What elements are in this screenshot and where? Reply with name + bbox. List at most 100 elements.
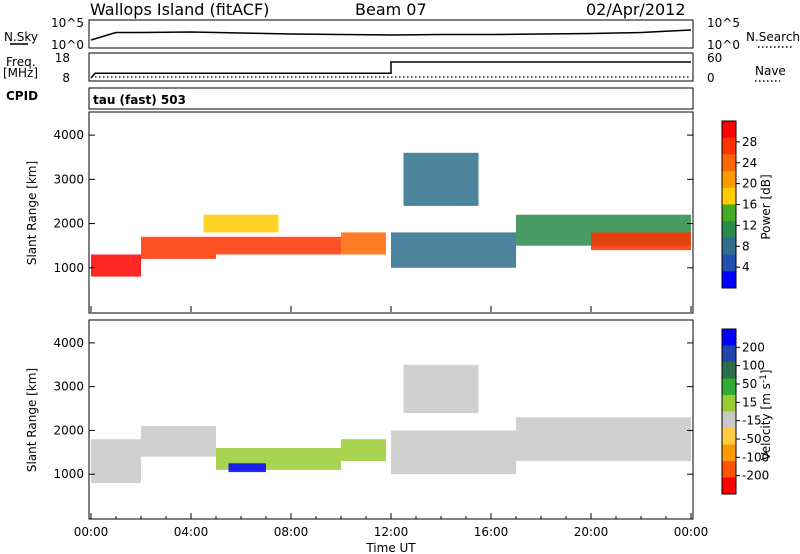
power-ytick-label-3000: 3000: [53, 172, 84, 186]
power-colorbar-swatch-6: [722, 221, 736, 239]
freq-panel-frame: [88, 52, 694, 82]
power-ytick-label-2000: 2000: [53, 217, 84, 231]
velocity-colorbar-swatch-7: [722, 444, 736, 462]
velocity-ytick-label-3000: 3000: [53, 380, 84, 394]
velocity-colorbar-swatch-5: [722, 411, 736, 429]
station-title: Wallops Island (fitACF): [90, 0, 269, 19]
noise-right-tick-bottom: 10^0: [707, 38, 740, 52]
power-colorbar-tick-label-6: 28: [742, 135, 757, 149]
cpid-panel-frame: [88, 87, 694, 110]
x-tick-label-1: 04:00: [174, 525, 209, 539]
velocity-colorbar-tick-label-7: 200: [742, 340, 765, 354]
power-colorbar-swatch-3: [722, 171, 736, 189]
velocity-colorbar-swatch-1: [722, 345, 736, 363]
freq-left-tick-top: 18: [55, 51, 70, 65]
freq-right-tick-top: 60: [707, 51, 722, 65]
power-ytick-label-1000: 1000: [53, 261, 84, 275]
velocity-colorbar-swatch-4: [722, 395, 736, 412]
velocity-colorbar-label: Velocity [m s-1]: [759, 370, 773, 461]
velocity-colorbar-tick-label-3: -15: [742, 414, 762, 428]
x-tick-label-4: 16:00: [474, 525, 509, 539]
power-region-6: [403, 152, 479, 206]
cpid-value: tau (fast) 503: [93, 93, 186, 107]
x-tick-label-5: 20:00: [574, 525, 609, 539]
noise-right-tick-top: 10^5: [707, 16, 740, 30]
velocity-colorbar-tick-label-5: 50: [742, 377, 757, 391]
velocity-colorbar-tick-label-2: -50: [742, 432, 762, 446]
velocity-region-4: [341, 439, 386, 462]
velocity-colorbar-tick-label-4: 15: [742, 395, 757, 409]
power-region-0: [91, 254, 141, 277]
power-colorbar-tick-label-1: 8: [742, 239, 750, 253]
noise-right-label: N.Search: [746, 30, 800, 44]
freq-right-label: Nave: [755, 64, 786, 78]
power-colorbar-tick-label-4: 20: [742, 177, 757, 191]
power-colorbar-swatch-5: [722, 204, 736, 222]
power-panel-frame: [88, 111, 694, 314]
power-region-8: [591, 232, 691, 251]
power-region-1: [141, 236, 216, 259]
x-axis-label: Time UT: [365, 541, 416, 554]
velocity-ytick-label-1000: 1000: [53, 467, 84, 481]
date-title: 02/Apr/2012: [586, 0, 686, 19]
velocity-region-5: [391, 430, 516, 475]
velocity-colorbar-swatch-3: [722, 378, 736, 396]
power-colorbar-label: Power [dB]: [759, 174, 773, 239]
power-y-axis: 1000 2000 3000 4000: [53, 128, 693, 275]
power-colorbar-swatch-8: [722, 254, 736, 272]
velocity-colorbar-swatch-8: [722, 461, 736, 478]
x-tick-label-6: 00:00: [674, 525, 709, 539]
power-colorbar-swatch-9: [722, 271, 736, 289]
power-region-2: [216, 236, 341, 255]
velocity-colorbar-swatch-6: [722, 428, 736, 445]
power-region-5: [391, 232, 516, 268]
power-colorbar-swatch-0: [722, 121, 736, 139]
power-colorbar: 4 8 12 16 20 24 28: [721, 120, 757, 289]
power-colorbar-tick-label-2: 12: [742, 218, 757, 232]
velocity-region-7: [516, 417, 691, 462]
power-colorbar-swatch-1: [722, 137, 736, 155]
power-region-3: [203, 214, 279, 233]
noise-left-tick-bottom: 10^0: [51, 38, 84, 52]
velocity-colorbar-swatch-9: [722, 477, 736, 495]
velocity-colorbar-swatch-0: [722, 329, 736, 346]
noise-left-tick-top: 10^5: [51, 16, 84, 30]
freq-series-line: [90, 61, 691, 79]
velocity-region-0: [91, 439, 141, 483]
power-colorbar-tick-label-3: 16: [742, 198, 757, 212]
freq-left-label-2: [MHz]: [3, 66, 38, 80]
cpid-label: CPID: [6, 89, 38, 103]
x-tick-label-2: 08:00: [274, 525, 309, 539]
velocity-ytick-label-4000: 4000: [53, 336, 84, 350]
freq-right-tick-bottom: 0: [707, 71, 715, 85]
x-tick-label-0: 00:00: [74, 525, 109, 539]
velocity-region-1: [141, 426, 216, 457]
noise-panel-frame: [88, 19, 694, 49]
power-colorbar-tick-label-5: 24: [742, 156, 757, 170]
velocity-colorbar: -200 -100 -50 -15 15 50 100 200: [721, 328, 769, 495]
power-region-4: [341, 232, 386, 255]
velocity-region-6: [403, 364, 479, 413]
power-colorbar-swatch-7: [722, 237, 736, 256]
power-colorbar-tick-label-0: 4: [742, 260, 750, 274]
x-tick-label-3: 12:00: [374, 525, 409, 539]
velocity-ytick-label-2000: 2000: [53, 423, 84, 437]
power-y-label: Slant Range [km]: [25, 161, 39, 265]
velocity-colorbar-tick-label-1: -100: [742, 450, 769, 464]
power-colorbar-swatch-2: [722, 154, 736, 172]
power-colorbar-swatch-4: [722, 187, 736, 205]
power-data-area: [91, 152, 691, 277]
x-axis: 00:00 04:00 08:00 12:00 16:00 20:00 00:00: [74, 306, 709, 539]
freq-left-tick-bottom: 8: [62, 71, 70, 85]
beam-title: Beam 07: [355, 0, 427, 19]
velocity-y-axis: 1000 2000 3000 4000: [53, 336, 693, 481]
noise-left-label: N.Sky: [4, 30, 38, 44]
power-ytick-label-4000: 4000: [53, 128, 84, 142]
velocity-region-3: [228, 463, 266, 473]
velocity-y-label: Slant Range [km]: [25, 368, 39, 472]
velocity-colorbar-tick-label-6: 100: [742, 359, 765, 373]
velocity-data-area: [91, 364, 691, 483]
velocity-colorbar-tick-label-0: -200: [742, 469, 769, 483]
velocity-colorbar-swatch-2: [722, 362, 736, 379]
